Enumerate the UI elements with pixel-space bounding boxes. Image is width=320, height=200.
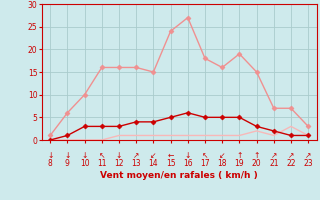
X-axis label: Vent moyen/en rafales ( km/h ): Vent moyen/en rafales ( km/h ) [100,171,258,180]
Text: ↗: ↗ [133,151,140,160]
Text: ↗: ↗ [288,151,294,160]
Text: ↓: ↓ [81,151,88,160]
Text: ↓: ↓ [47,151,53,160]
Text: ↖: ↖ [202,151,208,160]
Text: ↗: ↗ [271,151,277,160]
Text: ↓: ↓ [116,151,122,160]
Text: ↙: ↙ [219,151,225,160]
Text: ←: ← [167,151,174,160]
Text: ↑: ↑ [253,151,260,160]
Text: ↖: ↖ [99,151,105,160]
Text: ↗: ↗ [305,151,311,160]
Text: ↙: ↙ [150,151,156,160]
Text: ↓: ↓ [185,151,191,160]
Text: ↑: ↑ [236,151,243,160]
Text: ↓: ↓ [64,151,71,160]
